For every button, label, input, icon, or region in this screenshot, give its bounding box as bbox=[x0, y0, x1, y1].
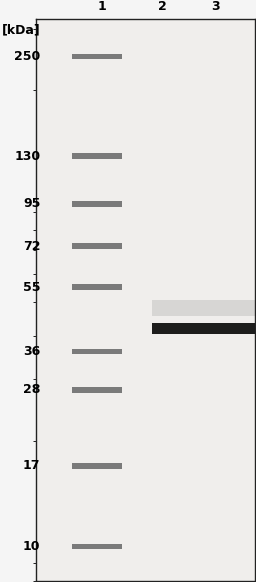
FancyBboxPatch shape bbox=[72, 463, 122, 469]
FancyBboxPatch shape bbox=[72, 201, 122, 207]
Text: 2: 2 bbox=[158, 0, 167, 13]
FancyBboxPatch shape bbox=[72, 387, 122, 393]
FancyBboxPatch shape bbox=[72, 544, 122, 549]
Text: 1: 1 bbox=[97, 0, 106, 13]
FancyBboxPatch shape bbox=[72, 153, 122, 159]
FancyBboxPatch shape bbox=[72, 54, 122, 59]
FancyBboxPatch shape bbox=[152, 323, 255, 333]
Text: 17: 17 bbox=[23, 459, 40, 473]
Text: [kDa]: [kDa] bbox=[2, 23, 40, 37]
Text: 55: 55 bbox=[23, 281, 40, 293]
FancyBboxPatch shape bbox=[72, 243, 122, 249]
Text: 36: 36 bbox=[23, 345, 40, 358]
FancyBboxPatch shape bbox=[152, 300, 255, 316]
Text: 72: 72 bbox=[23, 240, 40, 253]
Text: 250: 250 bbox=[14, 50, 40, 63]
Text: 95: 95 bbox=[23, 197, 40, 210]
FancyBboxPatch shape bbox=[72, 285, 122, 290]
Text: 28: 28 bbox=[23, 384, 40, 396]
FancyBboxPatch shape bbox=[72, 349, 122, 354]
Text: 10: 10 bbox=[23, 540, 40, 553]
Text: 130: 130 bbox=[14, 150, 40, 162]
Text: 3: 3 bbox=[211, 0, 220, 13]
